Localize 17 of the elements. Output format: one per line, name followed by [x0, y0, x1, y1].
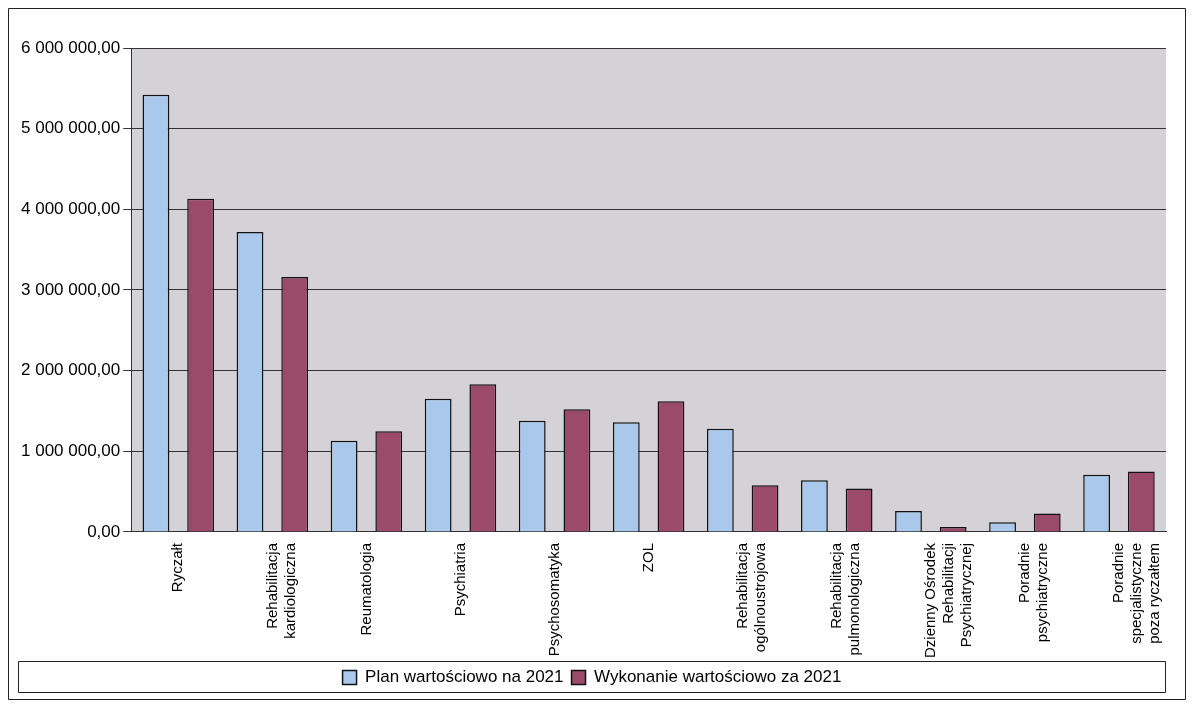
x-tick-label: ZOL [638, 542, 656, 573]
y-tick-label: 5 000 000,00 [21, 118, 121, 138]
x-tick-label: Rehabilitacja ogólnoustrojowa [732, 542, 768, 653]
x-tick-label: Psychosomatyka [544, 542, 562, 657]
x-tick-label: Psychiatria [450, 542, 468, 617]
y-tick-label: 1 000 000,00 [21, 440, 121, 460]
y-tick-label: 4 000 000,00 [21, 199, 121, 218]
x-tick-label: Poradnie psychiatryczne [1015, 542, 1051, 643]
y-tick-label: 0,00 [87, 521, 121, 541]
x-tick-label: Ryczałt [168, 542, 186, 593]
legend-label: Wykonanie wartościowo za 2021 [594, 667, 842, 687]
y-tick-label: 3 000 000,00 [21, 279, 121, 299]
x-tick-label: Rehabilitacja kardiologiczna [262, 542, 298, 639]
legend-label: Plan wartościowo na 2021 [365, 667, 564, 687]
x-tick-label: Reumatologia [356, 542, 374, 636]
y-tick-label: 6 000 000,00 [21, 37, 121, 57]
y-tick-label: 2 000 000,00 [21, 360, 121, 380]
